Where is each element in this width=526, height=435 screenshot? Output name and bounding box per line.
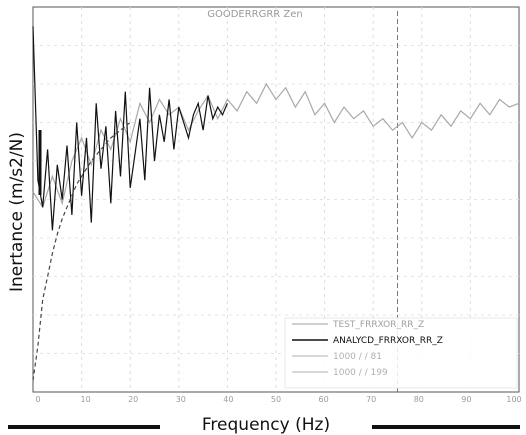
legend-entry-label: 1000 / / 199 (333, 368, 388, 378)
legend: TEST_FRRXOR_RR_Z ANALYCD_FRRXOR_RR_Z 1000 … (284, 317, 518, 389)
x-tick-labels: 0 10 20 30 40 50 60 70 80 90 100 (35, 395, 521, 404)
series-line-2 (32, 26, 228, 231)
x-tick-label: 40 (223, 395, 233, 404)
x-tick-label: 20 (128, 395, 138, 404)
x-tick-label: 0 (35, 395, 40, 404)
x-tick-label: 90 (461, 395, 471, 404)
x-axis-label: Frequency (Hz) (202, 415, 330, 435)
x-tick-label: 60 (319, 395, 329, 404)
grid-lines (33, 7, 519, 392)
x-tick-label: 50 (271, 395, 281, 404)
x-tick-label: 80 (414, 395, 424, 404)
series-line-3 (32, 122, 131, 381)
x-tick-label: 10 (81, 395, 91, 404)
x-tick-label: 30 (176, 395, 186, 404)
chart-title: GOODERRGRR Zen (207, 9, 303, 20)
legend-entry-label: TEST_FRRXOR_RR_Z (332, 320, 424, 330)
series-layer (32, 26, 520, 381)
x-tick-label: 70 (366, 395, 376, 404)
legend-box (284, 317, 518, 389)
legend-entry-label: ANALYCD_FRRXOR_RR_Z (333, 336, 443, 346)
y-axis-label: Inertance (m/s2/N) (7, 132, 27, 292)
legend-entry-label: 1000 / / 81 (333, 352, 382, 362)
x-tick-label: 100 (506, 395, 521, 404)
